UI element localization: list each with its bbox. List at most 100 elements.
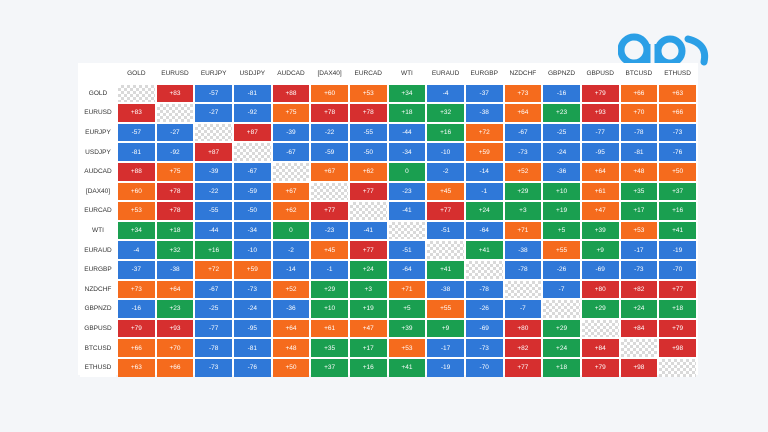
- correlation-cell: -34: [388, 143, 426, 161]
- correlation-cell: -1: [311, 260, 348, 279]
- correlation-cell: +55: [543, 241, 580, 259]
- correlation-matrix: GOLD EURUSD EURJPY USDJPY AUDCAD [DAX40] EURCA…: [78, 63, 698, 379]
- correlation-cell: -36: [543, 162, 580, 181]
- correlation-cell: +53: [620, 221, 658, 240]
- diagonal-cell: [156, 104, 194, 122]
- correlation-cell: +83: [118, 104, 155, 122]
- correlation-cell: +61: [311, 319, 348, 338]
- matrix-row: AUDCAD +88 +75 -39 -67 +67 +62 0 -2 -14 +52 -36 +64 +…: [80, 162, 696, 181]
- correlation-cell: -16: [118, 300, 155, 318]
- correlation-cell: -17: [620, 241, 658, 259]
- row-label: ETHUSD: [80, 358, 116, 377]
- correlation-cell: +77: [349, 182, 387, 201]
- correlation-cell: +64: [504, 104, 542, 122]
- correlation-cell: +77: [311, 202, 348, 220]
- correlation-cell: +35: [620, 182, 658, 201]
- correlation-cell: +71: [388, 280, 426, 299]
- correlation-cell: +3: [349, 280, 387, 299]
- correlation-cell: -39: [195, 162, 232, 181]
- column-label: GBPNZD: [543, 65, 580, 83]
- correlation-cell: +63: [118, 358, 155, 377]
- correlation-cell: +32: [427, 104, 464, 122]
- correlation-cell: +47: [581, 202, 619, 220]
- row-label: EURAUD: [80, 241, 116, 259]
- diagonal-cell: [195, 123, 232, 142]
- correlation-cell: +83: [156, 84, 194, 103]
- correlation-cell: +53: [388, 339, 426, 357]
- correlation-cell: -41: [388, 202, 426, 220]
- correlation-cell: +18: [388, 104, 426, 122]
- row-label: NZDCHF: [80, 280, 116, 299]
- correlation-cell: +5: [543, 221, 580, 240]
- row-label: EURGBP: [80, 260, 116, 279]
- diagonal-cell: [543, 300, 580, 318]
- correlation-cell: -2: [427, 162, 464, 181]
- diagonal-cell: [427, 241, 464, 259]
- correlation-cell: -37: [118, 260, 155, 279]
- correlation-cell: -95: [233, 319, 271, 338]
- matrix-row: BTCUSD +66 +70 -78 -81 +48 +35 +17 +53 -17 -73 +82 +…: [80, 339, 696, 357]
- correlation-cell: +45: [427, 182, 464, 201]
- correlation-cell: -24: [233, 300, 271, 318]
- matrix-row: EURAUD -4 +32 +16 -10 -2 +45 +77 -51 +41 -38 +55 +9-…: [80, 241, 696, 259]
- correlation-cell: +52: [504, 162, 542, 181]
- correlation-cell: +5: [388, 300, 426, 318]
- correlation-cell: +61: [581, 182, 619, 201]
- correlation-cell: +63: [659, 84, 696, 103]
- column-label: AUDCAD: [272, 65, 310, 83]
- correlation-cell: +18: [659, 300, 696, 318]
- correlation-cell: +93: [581, 104, 619, 122]
- correlation-cell: +41: [388, 358, 426, 377]
- correlation-cell: -26: [543, 260, 580, 279]
- correlation-cell: -70: [465, 358, 503, 377]
- correlation-cell: -76: [233, 358, 271, 377]
- column-label: EURJPY: [195, 65, 232, 83]
- correlation-cell: -4: [118, 241, 155, 259]
- correlation-cell: -44: [388, 123, 426, 142]
- correlation-cell: +82: [504, 339, 542, 357]
- correlation-cell: +29: [543, 319, 580, 338]
- correlation-cell: +78: [311, 104, 348, 122]
- matrix-row: EURUSD +83 -27 -92 +75 +78 +78 +18 +32 -38 +64 +23 +…: [80, 104, 696, 122]
- matrix-row: ETHUSD +63 +66 -73 -76 +50 +37 +16 +41 -19 -70 +77 +…: [80, 358, 696, 377]
- row-label: GBPUSD: [80, 319, 116, 338]
- correlation-cell: -10: [427, 143, 464, 161]
- column-label: USDJPY: [233, 65, 271, 83]
- correlation-cell: +41: [659, 221, 696, 240]
- correlation-cell: +9: [427, 319, 464, 338]
- correlation-cell: +34: [118, 221, 155, 240]
- correlation-cell: +17: [349, 339, 387, 357]
- correlation-cell: +16: [349, 358, 387, 377]
- correlation-cell: +66: [156, 358, 194, 377]
- correlation-cell: +78: [156, 182, 194, 201]
- correlation-cell: +64: [272, 319, 310, 338]
- diagonal-cell: [504, 280, 542, 299]
- diagonal-cell: [311, 182, 348, 201]
- correlation-cell: +41: [465, 241, 503, 259]
- correlation-cell: -95: [581, 143, 619, 161]
- correlation-cell: -44: [195, 221, 232, 240]
- correlation-cell: +79: [581, 84, 619, 103]
- correlation-cell: -38: [156, 260, 194, 279]
- correlation-cell: -38: [427, 280, 464, 299]
- correlation-cell: -37: [465, 84, 503, 103]
- correlation-cell: +10: [311, 300, 348, 318]
- column-label: EURAUD: [427, 65, 464, 83]
- correlation-cell: -22: [195, 182, 232, 201]
- correlation-cell: +80: [581, 280, 619, 299]
- logo-letter-p: [654, 35, 686, 67]
- correlation-cell: -22: [311, 123, 348, 142]
- correlation-cell: +16: [195, 241, 232, 259]
- row-label: EURCAD: [80, 202, 116, 220]
- correlation-cell: +45: [311, 241, 348, 259]
- correlation-cell: +82: [620, 280, 658, 299]
- column-label: EURCAD: [349, 65, 387, 83]
- correlation-cell: +67: [311, 162, 348, 181]
- row-label: BTCUSD: [80, 339, 116, 357]
- column-label: BTCUSD: [620, 65, 658, 83]
- correlation-cell: -73: [504, 143, 542, 161]
- correlation-cell: -14: [272, 260, 310, 279]
- correlation-cell: -23: [311, 221, 348, 240]
- matrix-row: EURCAD +53 +78 -55 -50 +62 +77 -41 +77 +24 +3 +19 +4…: [80, 202, 696, 220]
- correlation-cell: +70: [620, 104, 658, 122]
